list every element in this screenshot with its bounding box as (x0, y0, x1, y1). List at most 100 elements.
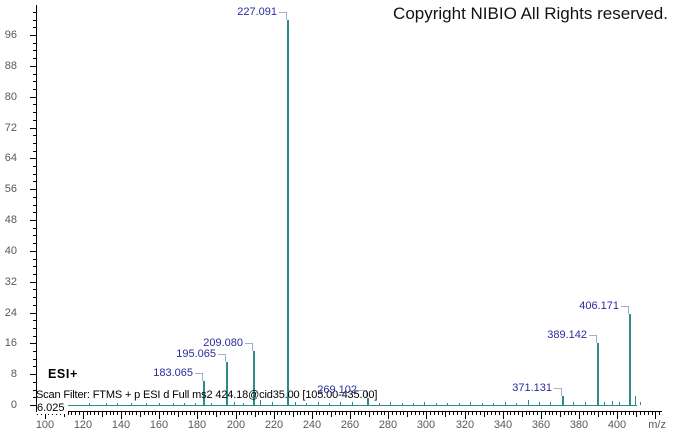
x-axis-tick (132, 412, 133, 415)
y-axis-tick-label: 0 (10, 399, 17, 411)
x-axis-tick (403, 412, 404, 415)
x-axis-tick (438, 412, 439, 415)
x-axis-tick (270, 412, 271, 415)
x-axis-tick (289, 412, 290, 415)
y-axis-tick (33, 266, 36, 267)
x-axis-tick (575, 412, 576, 415)
minor-peak-line (640, 402, 641, 405)
x-axis-tick (419, 412, 420, 415)
x-axis-tick (262, 412, 263, 415)
x-axis-tick (434, 412, 435, 415)
y-axis-tick (30, 343, 36, 344)
x-axis-tick (258, 412, 259, 415)
x-axis-tick (201, 412, 202, 415)
x-axis-tick (346, 412, 347, 415)
minor-peak-line (573, 402, 574, 405)
x-axis-tick (491, 412, 492, 415)
x-axis-tick (94, 412, 95, 415)
x-axis-tick (113, 412, 114, 415)
y-axis-tick (33, 351, 36, 352)
minor-peak-line (413, 403, 414, 405)
x-axis-tick (373, 412, 374, 415)
x-axis-tick (480, 412, 481, 415)
x-axis-tick (407, 412, 408, 417)
x-axis-tick (136, 412, 137, 415)
y-axis-tick (33, 297, 36, 298)
y-axis-tick (30, 405, 36, 406)
x-axis-tick (117, 412, 118, 415)
x-axis-tick (297, 412, 298, 415)
x-axis-tick (323, 412, 324, 415)
x-axis-tick (358, 412, 359, 415)
peak-label-hook (359, 390, 367, 398)
minor-peak-line (550, 402, 551, 405)
x-axis-tick (293, 412, 294, 417)
x-axis-tick (243, 412, 244, 415)
x-axis-tick (155, 412, 156, 415)
x-axis-tick (304, 412, 305, 415)
x-axis-tick (579, 412, 580, 419)
peak-label: 227.091 (237, 6, 277, 18)
minor-peak-line (459, 403, 460, 405)
minor-peak-line (211, 403, 212, 405)
x-axis-tick (213, 412, 214, 415)
x-axis-tick (129, 412, 130, 415)
minor-peak-line (272, 402, 273, 405)
x-axis-tick (625, 412, 626, 415)
y-axis-tick (33, 366, 36, 367)
x-axis-tick-label: 360 (531, 419, 551, 431)
peak-line (367, 398, 369, 405)
x-axis-tick (232, 412, 233, 415)
minor-peak-line (243, 403, 244, 405)
x-axis-tick (537, 412, 538, 415)
peak-line (562, 396, 564, 405)
x-axis-tick (392, 412, 393, 415)
minor-peak-line (340, 402, 341, 405)
y-axis-tick (33, 212, 36, 213)
x-axis-tick (396, 412, 397, 415)
x-axis-tick (583, 412, 584, 415)
x-axis-tick-label: 120 (73, 419, 93, 431)
x-axis-tick (564, 412, 565, 415)
y-axis-tick (33, 243, 36, 244)
minor-peak-line (470, 402, 471, 405)
x-axis-tick (598, 412, 599, 417)
y-axis-tick (33, 27, 36, 28)
x-axis-tick (255, 412, 256, 417)
x-axis-tick (381, 412, 382, 415)
minor-peak-line (146, 403, 147, 405)
peak-label: 269.102 (317, 384, 357, 396)
x-axis-tick (415, 412, 416, 415)
x-axis-tick-label: 320 (455, 419, 475, 431)
x-axis-tick (64, 412, 65, 417)
y-axis-tick (33, 166, 36, 167)
y-axis-tick (33, 228, 36, 229)
x-axis-tick (423, 412, 424, 415)
y-axis-tick (33, 50, 36, 51)
minor-peak-line (516, 403, 517, 405)
x-axis-tick (178, 412, 179, 417)
x-axis-tick (526, 412, 527, 415)
x-axis-tick (350, 412, 351, 419)
peak-label-hook (218, 354, 226, 362)
x-axis-tick (648, 412, 649, 415)
x-axis-tick (327, 412, 328, 415)
y-axis-tick (33, 382, 36, 383)
x-axis-tick (342, 412, 343, 415)
x-axis-tick (652, 412, 653, 415)
y-axis-tick (33, 151, 36, 152)
y-axis-tick (33, 81, 36, 82)
x-axis-tick-label: 180 (187, 419, 207, 431)
x-axis-tick (308, 412, 309, 415)
y-axis-tick-label: 72 (4, 122, 17, 134)
y-axis-tick (33, 289, 36, 290)
x-axis-tick (365, 412, 366, 415)
x-axis-tick (457, 412, 458, 415)
minor-peak-line (390, 402, 391, 405)
peak-line (629, 314, 631, 405)
y-axis-tick (33, 43, 36, 44)
peak-label: 389.142 (547, 329, 587, 341)
minor-peak-line (159, 403, 160, 405)
x-axis-tick (224, 412, 225, 415)
